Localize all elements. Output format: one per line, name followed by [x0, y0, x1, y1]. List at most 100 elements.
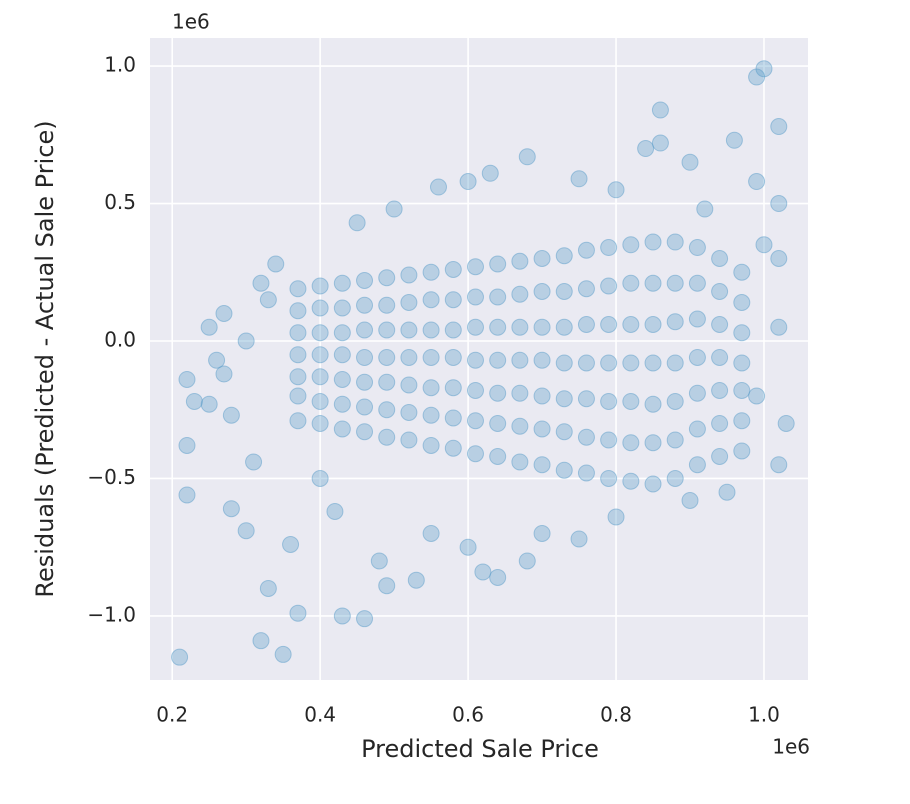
point — [489, 447, 507, 465]
point — [400, 403, 418, 421]
point — [356, 398, 374, 416]
point — [555, 390, 573, 408]
point — [333, 607, 351, 625]
point — [400, 293, 418, 311]
point — [600, 315, 618, 333]
point — [577, 464, 595, 482]
point — [356, 348, 374, 366]
point — [622, 472, 640, 490]
point — [311, 392, 329, 410]
point — [718, 483, 736, 501]
point — [651, 134, 669, 152]
point — [215, 365, 233, 383]
point — [311, 324, 329, 342]
point — [577, 428, 595, 446]
y-axis-label: Residuals (Predicted - Actual Sale Price… — [31, 120, 59, 597]
point — [511, 417, 529, 435]
point — [200, 395, 218, 413]
point — [644, 315, 662, 333]
point — [289, 412, 307, 430]
point — [185, 392, 203, 410]
point — [333, 395, 351, 413]
point — [644, 354, 662, 372]
point — [555, 318, 573, 336]
point — [711, 447, 729, 465]
point — [770, 456, 788, 474]
y-tick-label: 0.0 — [104, 327, 136, 351]
point — [622, 315, 640, 333]
point — [555, 461, 573, 479]
point — [555, 283, 573, 301]
point — [577, 354, 595, 372]
point — [481, 164, 499, 182]
x-axis-label: Predicted Sale Price — [361, 735, 599, 763]
point — [666, 233, 684, 251]
point — [651, 101, 669, 119]
point — [622, 392, 640, 410]
point — [600, 239, 618, 257]
point — [348, 214, 366, 232]
point — [533, 351, 551, 369]
point — [511, 384, 529, 402]
point — [577, 280, 595, 298]
point — [444, 261, 462, 279]
point — [666, 354, 684, 372]
point — [666, 431, 684, 449]
y-tick-label: −0.5 — [87, 465, 136, 489]
point — [666, 392, 684, 410]
point — [356, 610, 374, 628]
point — [422, 348, 440, 366]
point — [333, 346, 351, 364]
point — [215, 304, 233, 322]
point — [489, 351, 507, 369]
point — [518, 148, 536, 166]
point — [637, 140, 655, 158]
point — [311, 299, 329, 317]
point — [222, 406, 240, 424]
point — [333, 299, 351, 317]
x-tick-label: 0.8 — [600, 703, 632, 727]
point — [570, 170, 588, 188]
point — [289, 346, 307, 364]
point — [274, 645, 292, 663]
point — [200, 318, 218, 336]
x-tick-label: 0.2 — [156, 703, 188, 727]
point — [333, 420, 351, 438]
point — [459, 538, 477, 556]
point — [688, 274, 706, 292]
point — [311, 414, 329, 432]
point — [688, 384, 706, 402]
point — [770, 195, 788, 213]
point — [600, 392, 618, 410]
point — [533, 524, 551, 542]
point — [171, 648, 189, 666]
point — [474, 563, 492, 581]
point — [555, 247, 573, 265]
point — [688, 456, 706, 474]
point — [407, 571, 425, 589]
point — [178, 370, 196, 388]
point — [326, 502, 344, 520]
y-tick-label: 0.5 — [104, 190, 136, 214]
point — [711, 381, 729, 399]
point — [422, 436, 440, 454]
point — [711, 283, 729, 301]
point — [245, 453, 263, 471]
point — [178, 486, 196, 504]
point — [237, 332, 255, 350]
point — [400, 431, 418, 449]
point — [422, 321, 440, 339]
point — [622, 274, 640, 292]
point — [259, 291, 277, 309]
point — [755, 236, 773, 254]
plot-area — [150, 38, 808, 680]
point — [733, 263, 751, 281]
point — [289, 604, 307, 622]
point — [555, 354, 573, 372]
point — [733, 324, 751, 342]
point — [748, 173, 766, 191]
point — [600, 469, 618, 487]
point — [622, 354, 640, 372]
point — [600, 354, 618, 372]
point — [688, 310, 706, 328]
